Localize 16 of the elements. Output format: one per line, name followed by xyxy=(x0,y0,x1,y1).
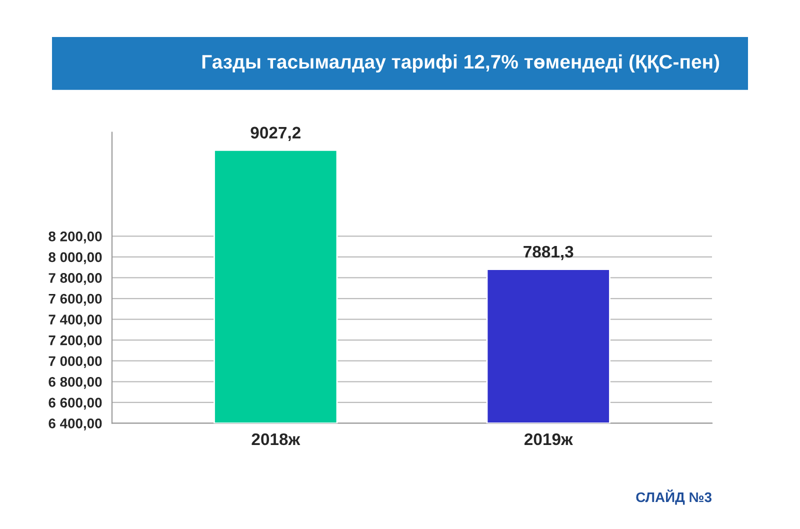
y-tick-label: 8 200,00 xyxy=(48,231,102,244)
y-tick-label: 7 200,00 xyxy=(48,335,102,348)
y-tick-label: 6 800,00 xyxy=(48,376,102,389)
y-tick-label: 8 000,00 xyxy=(48,252,102,264)
x-tick-label: 2018ж xyxy=(252,433,300,446)
y-tick-label: 6 600,00 xyxy=(48,398,102,410)
data-label: 9027,2 xyxy=(250,126,300,141)
y-tick-label: 6 400,00 xyxy=(48,418,102,430)
x-tick-label: 2019ж xyxy=(524,433,573,446)
y-tick-label: 7 400,00 xyxy=(48,314,102,326)
text: СЛАЙД №3 xyxy=(636,489,712,505)
chart-title: Газды тасымалдау тарифі 12,7% төмендеді (ҚҚС-пен) xyxy=(202,54,720,73)
data-label: 7881,3 xyxy=(524,246,574,260)
y-tick-label: 7 800,00 xyxy=(48,273,102,285)
y-tick-label: 7 600,00 xyxy=(48,294,102,306)
y-tick-label: 7 000,00 xyxy=(48,356,102,368)
